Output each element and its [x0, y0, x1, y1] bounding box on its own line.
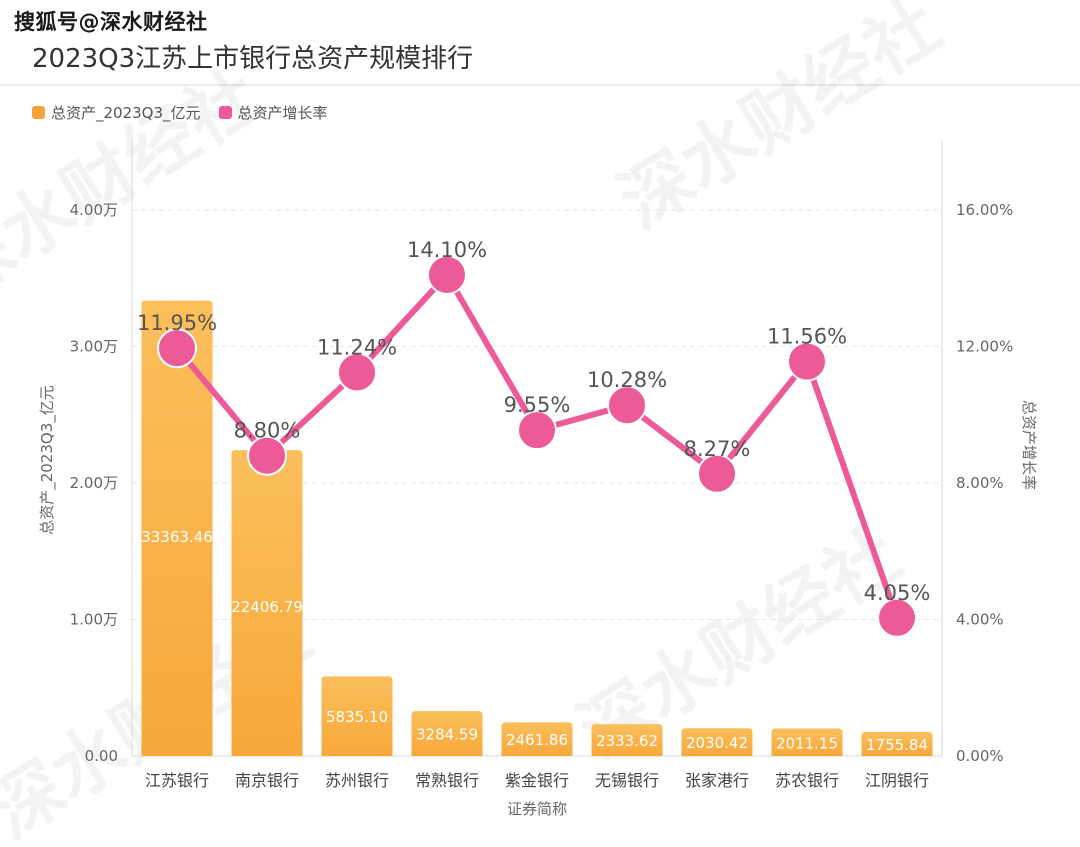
growth-point-8 — [877, 597, 917, 638]
x-category-label: 常熟银行 — [415, 771, 479, 790]
growth-value-label: 11.95% — [137, 311, 217, 335]
y-axis-title-right: 总资产增长率 — [1020, 400, 1038, 490]
legend-swatch-growth — [218, 106, 232, 119]
x-category-label: 紫金银行 — [505, 771, 569, 790]
bar-value-label: 22406.79 — [231, 598, 303, 616]
bar-6 — [681, 728, 753, 756]
background-watermark: 深水财经社 — [0, 52, 274, 314]
x-category-label: 张家港行 — [685, 771, 749, 790]
bar-7 — [771, 728, 843, 756]
bar-value-label: 5835.10 — [326, 708, 388, 726]
growth-point-7 — [787, 341, 827, 382]
bar-value-label: 1755.84 — [866, 736, 928, 754]
bar-8 — [861, 732, 933, 756]
growth-point-1 — [247, 435, 287, 476]
legend-label-growth: 总资产增长率 — [237, 104, 328, 122]
y-tick-label-right: 16.00% — [956, 201, 1013, 219]
x-axis-title: 证券简称 — [507, 800, 567, 818]
bar-value-label: 2333.62 — [596, 732, 658, 750]
growth-value-label: 14.10% — [407, 238, 487, 262]
growth-point-5 — [607, 385, 647, 426]
y-tick-label-left: 4.00万 — [70, 201, 118, 219]
legend-item-assets[interactable]: 总资产_2023Q3_亿元 — [32, 102, 201, 123]
bar-2 — [321, 676, 393, 756]
growth-value-label: 11.24% — [317, 335, 397, 359]
x-category-label: 南京银行 — [235, 771, 299, 790]
x-category-label: 江阴银行 — [865, 771, 929, 790]
bar-value-label: 2461.86 — [506, 731, 568, 749]
growth-value-label: 10.28% — [587, 368, 667, 392]
bar-1 — [231, 450, 303, 756]
legend-item-growth[interactable]: 总资产增长率 — [218, 102, 328, 123]
growth-point-3 — [427, 254, 467, 295]
y-tick-label-left: 3.00万 — [70, 338, 118, 356]
growth-point-4 — [517, 410, 557, 451]
x-category-label: 无锡银行 — [595, 771, 659, 790]
y-tick-label-right: 8.00% — [956, 474, 1004, 492]
growth-value-label: 8.80% — [234, 419, 301, 443]
growth-value-label: 8.27% — [684, 437, 751, 461]
growth-value-label: 11.56% — [767, 325, 847, 349]
source-watermark: 搜狐号@深水财经社 — [14, 10, 208, 34]
bar-value-label: 3284.59 — [416, 726, 478, 744]
growth-point-6 — [697, 453, 737, 494]
growth-point-2 — [337, 352, 377, 393]
growth-point-0 — [157, 328, 197, 369]
x-category-label: 苏农银行 — [775, 771, 839, 790]
chart-legend: 总资产_2023Q3_亿元 总资产增长率 — [32, 102, 328, 123]
x-category-label: 江苏银行 — [145, 771, 209, 790]
bar-4 — [501, 722, 573, 756]
y-tick-label-left: 0.00 — [85, 747, 118, 765]
bar-value-label: 2030.42 — [686, 734, 748, 752]
legend-label-assets: 总资产_2023Q3_亿元 — [51, 104, 201, 122]
bar-0 — [141, 300, 213, 756]
bar-value-label: 2011.15 — [776, 734, 838, 752]
growth-value-label: 4.05% — [864, 581, 931, 605]
y-tick-label-right: 4.00% — [956, 611, 1004, 629]
growth-value-label: 9.55% — [504, 393, 571, 417]
y-tick-label-right: 12.00% — [956, 338, 1013, 356]
y-tick-label-right: 0.00% — [956, 747, 1004, 765]
bar-3 — [411, 711, 483, 756]
y-tick-label-left: 1.00万 — [70, 611, 118, 629]
x-category-label: 苏州银行 — [325, 771, 389, 790]
title-divider — [0, 84, 1080, 86]
bar-5 — [591, 724, 663, 756]
y-axis-title-left: 总资产_2023Q3_亿元 — [38, 385, 57, 535]
y-tick-label-left: 2.00万 — [70, 474, 118, 492]
bar-value-label: 33363.46 — [141, 528, 213, 546]
legend-swatch-assets — [32, 106, 45, 119]
background-watermark: 深水财经社 — [604, 0, 954, 244]
chart-title: 2023Q3江苏上市银行总资产规模排行 — [32, 44, 474, 74]
